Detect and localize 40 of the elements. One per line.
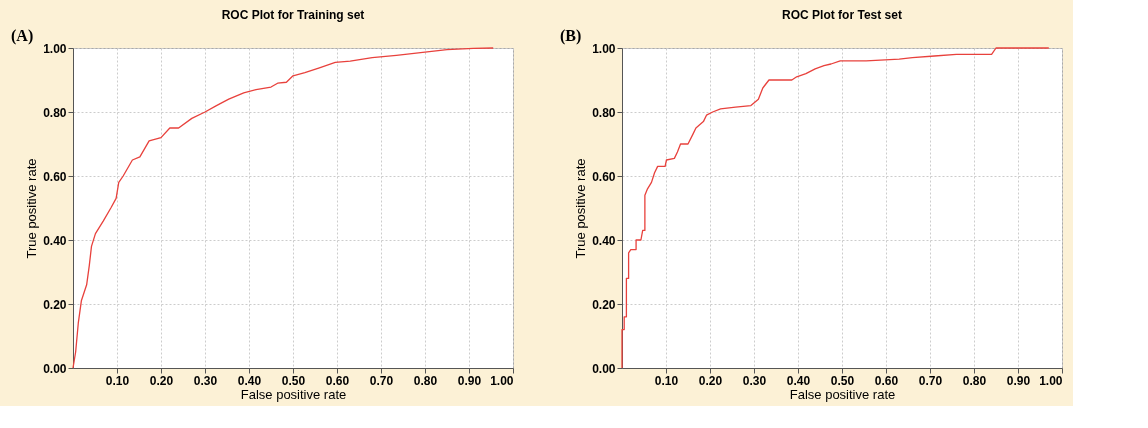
x-tick-label: 0.30 xyxy=(742,373,767,388)
y-tick-label: 1.00 xyxy=(43,41,67,56)
text: (A) xyxy=(11,27,34,45)
y-tick-label: 0.20 xyxy=(43,297,67,312)
x-tick-label: 0.80 xyxy=(962,373,987,388)
x-tick-label: 0.20 xyxy=(698,373,723,388)
y-axis-title: True positive rate xyxy=(573,158,589,259)
y-tick-label: 0.40 xyxy=(43,233,67,248)
x-tick-label: 0.60 xyxy=(874,373,899,388)
chart-title: ROC Plot for Training set xyxy=(221,8,365,22)
x-tick-label: 1.00 xyxy=(490,373,514,388)
y-tick-label: 0.00 xyxy=(592,361,616,376)
x-tick-label: 0.90 xyxy=(457,373,482,388)
y-tick-label: 1.00 xyxy=(592,41,616,56)
x-tick-label: 0.20 xyxy=(149,373,174,388)
x-tick-label: 1.00 xyxy=(1039,373,1063,388)
x-tick-label: 0.80 xyxy=(413,373,438,388)
x-tick-label: 0.70 xyxy=(369,373,394,388)
chart-title: ROC Plot for Test set xyxy=(782,8,902,22)
x-tick-label: 0.70 xyxy=(918,373,943,388)
y-axis-title: True positive rate xyxy=(24,158,40,259)
text: (B) xyxy=(560,27,582,45)
x-axis-title: False positive rate xyxy=(789,386,896,402)
x-tick-label: 0.40 xyxy=(786,373,811,388)
y-tick-label: 0.60 xyxy=(43,169,67,184)
x-tick-label: 0.40 xyxy=(237,373,262,388)
x-tick-label: 0.10 xyxy=(105,373,130,388)
y-tick-label: 0.80 xyxy=(43,105,67,120)
x-tick-label: 0.10 xyxy=(654,373,679,388)
x-tick-label: 0.50 xyxy=(830,373,855,388)
y-tick-label: 0.40 xyxy=(592,233,616,248)
y-tick-label: 0.60 xyxy=(592,169,616,184)
x-tick-label: 0.60 xyxy=(325,373,350,388)
y-tick-label: 0.00 xyxy=(43,361,67,376)
x-axis-title: False positive rate xyxy=(240,386,347,402)
x-tick-label: 0.30 xyxy=(193,373,218,388)
x-tick-label: 0.50 xyxy=(281,373,306,388)
x-tick-label: 0.90 xyxy=(1006,373,1031,388)
y-tick-label: 0.20 xyxy=(592,297,616,312)
y-tick-label: 0.80 xyxy=(592,105,616,120)
